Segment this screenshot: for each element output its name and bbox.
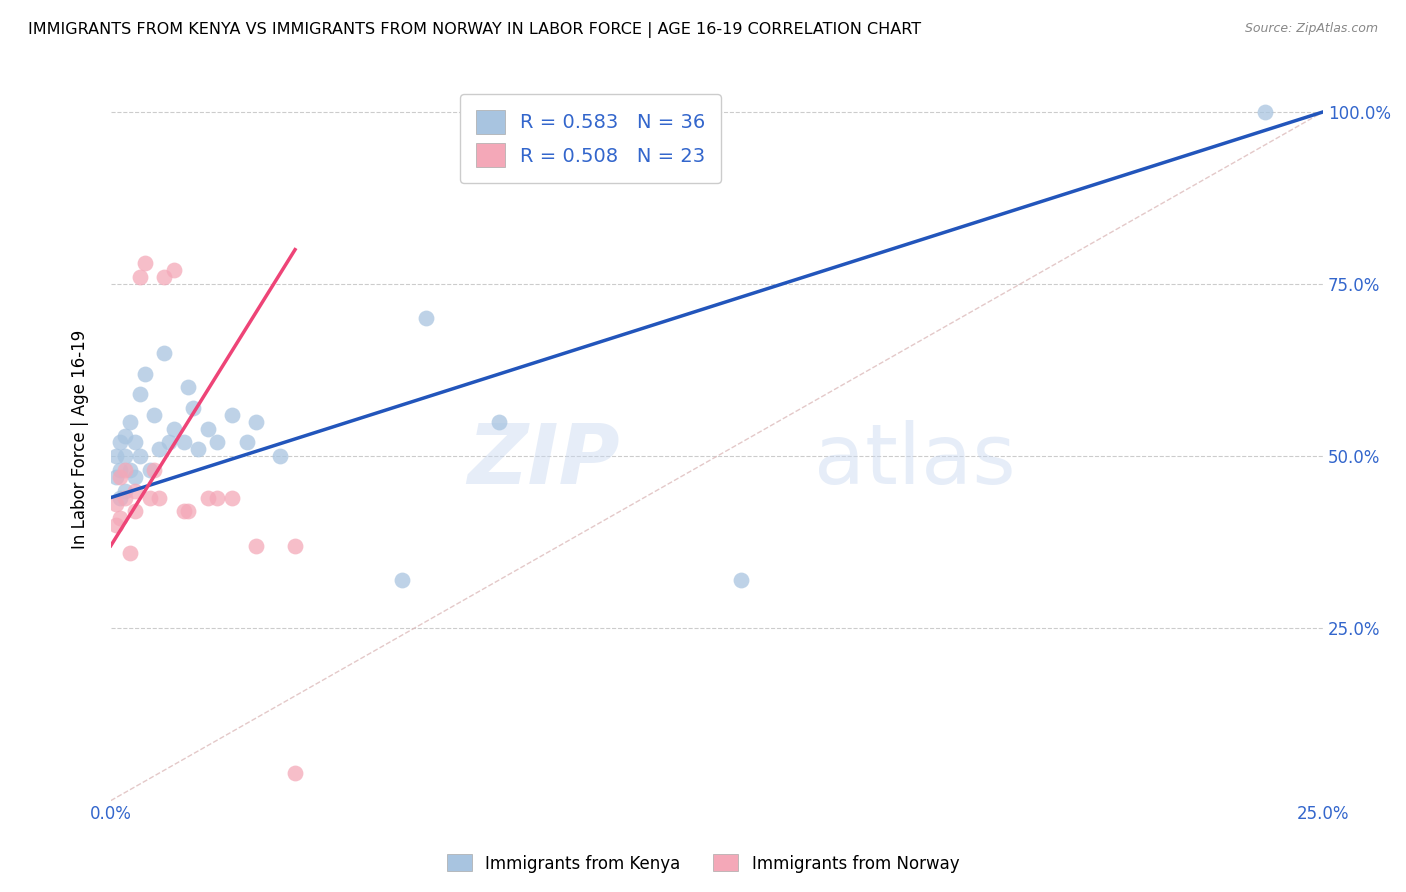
Point xyxy=(157,435,180,450)
Point xyxy=(114,483,136,498)
Point xyxy=(163,263,186,277)
Point xyxy=(197,422,219,436)
Point xyxy=(110,470,132,484)
Point xyxy=(173,504,195,518)
Point xyxy=(110,463,132,477)
Point xyxy=(124,470,146,484)
Point xyxy=(134,256,156,270)
Point xyxy=(128,387,150,401)
Legend: R = 0.583   N = 36, R = 0.508   N = 23: R = 0.583 N = 36, R = 0.508 N = 23 xyxy=(460,95,721,183)
Point xyxy=(207,491,229,505)
Point xyxy=(114,491,136,505)
Point xyxy=(207,435,229,450)
Point xyxy=(245,539,267,553)
Point xyxy=(153,270,176,285)
Point xyxy=(1254,104,1277,119)
Point xyxy=(104,449,127,463)
Point xyxy=(177,380,200,394)
Point xyxy=(181,401,204,415)
Point xyxy=(177,504,200,518)
Point xyxy=(730,573,752,587)
Point xyxy=(120,546,142,560)
Point xyxy=(138,491,160,505)
Point xyxy=(110,491,132,505)
Point xyxy=(104,498,127,512)
Text: atlas: atlas xyxy=(814,420,1015,501)
Point xyxy=(148,442,170,457)
Point xyxy=(270,449,292,463)
Point xyxy=(153,346,176,360)
Point xyxy=(120,463,142,477)
Point xyxy=(114,428,136,442)
Point xyxy=(197,491,219,505)
Point xyxy=(221,408,243,422)
Text: IMMIGRANTS FROM KENYA VS IMMIGRANTS FROM NORWAY IN LABOR FORCE | AGE 16-19 CORRE: IMMIGRANTS FROM KENYA VS IMMIGRANTS FROM… xyxy=(28,22,921,38)
Point xyxy=(134,367,156,381)
Point xyxy=(120,415,142,429)
Point xyxy=(284,766,307,780)
Text: Source: ZipAtlas.com: Source: ZipAtlas.com xyxy=(1244,22,1378,36)
Legend: Immigrants from Kenya, Immigrants from Norway: Immigrants from Kenya, Immigrants from N… xyxy=(440,847,966,880)
Point xyxy=(173,435,195,450)
Point xyxy=(245,415,267,429)
Point xyxy=(104,518,127,533)
Point xyxy=(110,435,132,450)
Point xyxy=(114,449,136,463)
Point xyxy=(221,491,243,505)
Y-axis label: In Labor Force | Age 16-19: In Labor Force | Age 16-19 xyxy=(72,329,89,549)
Point xyxy=(415,311,437,326)
Point xyxy=(284,539,307,553)
Point xyxy=(235,435,257,450)
Point xyxy=(143,408,166,422)
Point xyxy=(114,463,136,477)
Point xyxy=(128,270,150,285)
Point xyxy=(138,463,160,477)
Point xyxy=(143,463,166,477)
Point xyxy=(124,504,146,518)
Point xyxy=(124,435,146,450)
Point xyxy=(128,449,150,463)
Point xyxy=(187,442,209,457)
Point xyxy=(124,483,146,498)
Point xyxy=(163,422,186,436)
Point xyxy=(391,573,413,587)
Text: ZIP: ZIP xyxy=(467,420,620,501)
Point xyxy=(488,415,510,429)
Point xyxy=(104,470,127,484)
Point xyxy=(110,511,132,525)
Point xyxy=(148,491,170,505)
